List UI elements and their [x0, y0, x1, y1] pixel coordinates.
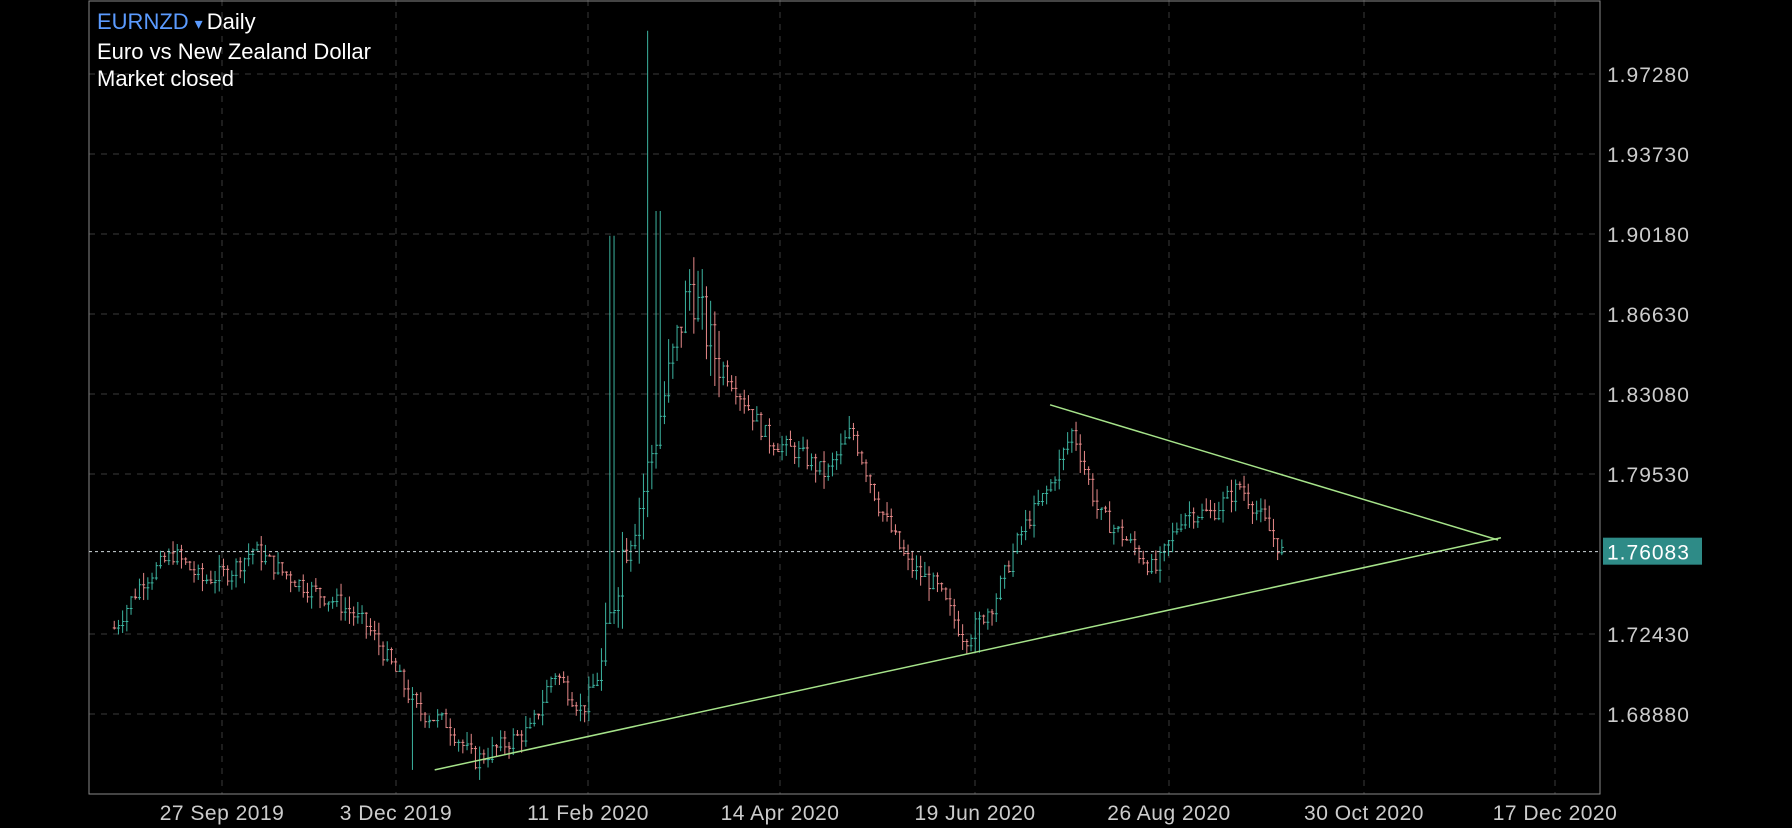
- time-axis-label: 26 Aug 2020: [1107, 802, 1230, 825]
- price-axis-label: 1.72430: [1607, 624, 1690, 647]
- price-axis-label: 1.83080: [1607, 384, 1690, 407]
- price-axis-label: 1.90180: [1607, 224, 1690, 247]
- market-status: Market closed: [97, 66, 234, 91]
- time-axis-label: 11 Feb 2020: [527, 802, 649, 825]
- trendline[interactable]: [434, 537, 1502, 771]
- time-axis-label: 19 Jun 2020: [914, 802, 1035, 825]
- symbol-description: Euro vs New Zealand Dollar: [97, 39, 371, 64]
- time-axis-label: 3 Dec 2019: [340, 802, 452, 825]
- price-axis-label: 1.68880: [1607, 704, 1690, 727]
- time-axis-label: 27 Sep 2019: [160, 802, 285, 825]
- price-axis-label: 1.93730: [1607, 144, 1690, 167]
- price-axis-label: 1.79530: [1607, 464, 1690, 487]
- trendline[interactable]: [1049, 404, 1499, 541]
- time-axis-label: 17 Dec 2020: [1493, 802, 1618, 825]
- price-axis-label: 1.97280: [1607, 64, 1690, 87]
- symbol-dropdown-caret-icon[interactable]: ▾: [194, 16, 203, 33]
- plot-frame: [88, 0, 1601, 795]
- price-axis-label: 1.76083: [1607, 542, 1690, 565]
- symbol-name[interactable]: EURNZD: [97, 9, 189, 34]
- current-price-badge: [1603, 537, 1702, 565]
- timeframe-label[interactable]: Daily: [206, 9, 256, 34]
- symbol-info: EURNZD ▾ Daily Euro vs New Zealand Dollar …: [97, 8, 371, 92]
- price-axis-label: 1.86630: [1607, 304, 1690, 327]
- time-axis-label: 30 Oct 2020: [1304, 802, 1424, 825]
- time-axis-label: 14 Apr 2020: [721, 802, 840, 825]
